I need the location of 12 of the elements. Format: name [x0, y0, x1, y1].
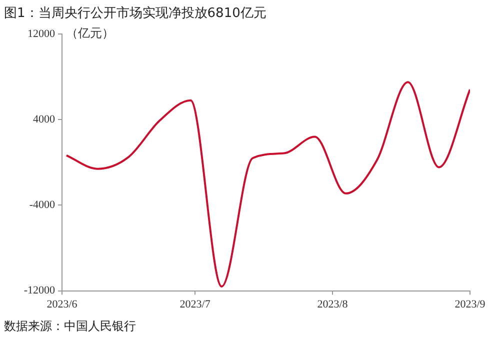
x-tick-label: 2023/8	[317, 298, 348, 310]
y-tick-label: 4000	[33, 113, 56, 126]
y-tick-label: 12000	[28, 28, 56, 40]
x-tick-label: 2023/9	[454, 298, 486, 310]
chart-title: 图1：当周央行公开市场实现净投放6810亿元	[4, 5, 266, 22]
y-tick-label: -12000	[24, 284, 56, 297]
x-tick-label: 2023/7	[180, 298, 211, 310]
y-tick-label: -4000	[29, 199, 56, 212]
source-note: 数据来源：中国人民银行	[4, 318, 136, 335]
line-series	[65, 81, 470, 288]
x-tick-label: 2023/6	[46, 298, 78, 310]
y-axis-title: （亿元）	[66, 26, 114, 40]
